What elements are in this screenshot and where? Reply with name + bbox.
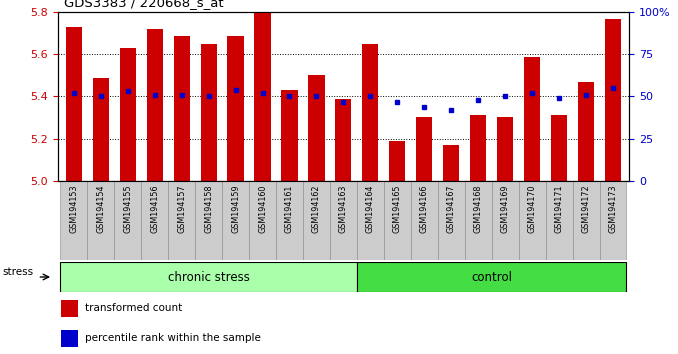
Bar (308, 75, 325, 181)
Text: GSM194153: GSM194153 (69, 184, 78, 233)
Bar (384, 181, 411, 260)
Bar (60, 262, 357, 292)
Bar (330, 181, 357, 260)
Text: GSM194155: GSM194155 (123, 184, 132, 233)
Text: GSM194165: GSM194165 (393, 184, 402, 233)
Bar (416, 118, 433, 181)
Text: GSM194164: GSM194164 (366, 184, 375, 233)
Bar (115, 181, 141, 260)
Bar (443, 145, 459, 181)
Text: stress: stress (3, 268, 34, 278)
Text: GSM194163: GSM194163 (339, 184, 348, 233)
Text: GSM194157: GSM194157 (177, 184, 186, 233)
Text: chronic stress: chronic stress (167, 270, 250, 284)
Text: GSM194162: GSM194162 (312, 184, 321, 233)
Bar (362, 44, 378, 181)
Bar (357, 181, 384, 260)
Text: GDS3383 / 220668_s_at: GDS3383 / 220668_s_at (64, 0, 224, 9)
Text: GSM194156: GSM194156 (151, 184, 159, 233)
Bar (60, 181, 87, 260)
Text: GSM194170: GSM194170 (527, 184, 536, 233)
Bar (605, 19, 621, 181)
Bar (470, 115, 486, 181)
Text: GSM194173: GSM194173 (609, 184, 618, 233)
Bar (572, 181, 599, 260)
Bar (254, 12, 271, 181)
Bar (61, 300, 78, 317)
Bar (195, 181, 222, 260)
Bar (497, 118, 513, 181)
Bar (551, 115, 567, 181)
Text: GSM194168: GSM194168 (474, 184, 483, 233)
Bar (492, 181, 519, 260)
Text: GSM194161: GSM194161 (285, 184, 294, 233)
Bar (303, 181, 330, 260)
Text: GSM194166: GSM194166 (420, 184, 428, 233)
Bar (222, 181, 249, 260)
Bar (119, 48, 136, 181)
Text: GSM194159: GSM194159 (231, 184, 240, 233)
Bar (336, 98, 351, 181)
Bar (546, 181, 572, 260)
Bar (174, 35, 190, 181)
Bar (249, 181, 276, 260)
Bar (389, 141, 405, 181)
Text: GSM194172: GSM194172 (582, 184, 591, 233)
Text: GSM194160: GSM194160 (258, 184, 267, 233)
Bar (146, 29, 163, 181)
Text: GSM194169: GSM194169 (500, 184, 510, 233)
Bar (168, 181, 195, 260)
Text: transformed count: transformed count (85, 303, 182, 313)
Bar (438, 181, 464, 260)
Bar (357, 262, 626, 292)
Text: percentile rank within the sample: percentile rank within the sample (85, 333, 261, 343)
Bar (201, 44, 217, 181)
Bar (228, 35, 243, 181)
Bar (61, 330, 78, 347)
Bar (87, 181, 115, 260)
Bar (524, 57, 540, 181)
Bar (93, 78, 109, 181)
Bar (519, 181, 546, 260)
Bar (578, 82, 594, 181)
Bar (276, 181, 303, 260)
Text: GSM194154: GSM194154 (96, 184, 105, 233)
Text: control: control (471, 270, 512, 284)
Bar (411, 181, 438, 260)
Bar (281, 90, 298, 181)
Bar (66, 27, 82, 181)
Bar (141, 181, 168, 260)
Text: GSM194167: GSM194167 (447, 184, 456, 233)
Text: GSM194158: GSM194158 (204, 184, 213, 233)
Bar (599, 181, 626, 260)
Bar (464, 181, 492, 260)
Text: GSM194171: GSM194171 (555, 184, 563, 233)
